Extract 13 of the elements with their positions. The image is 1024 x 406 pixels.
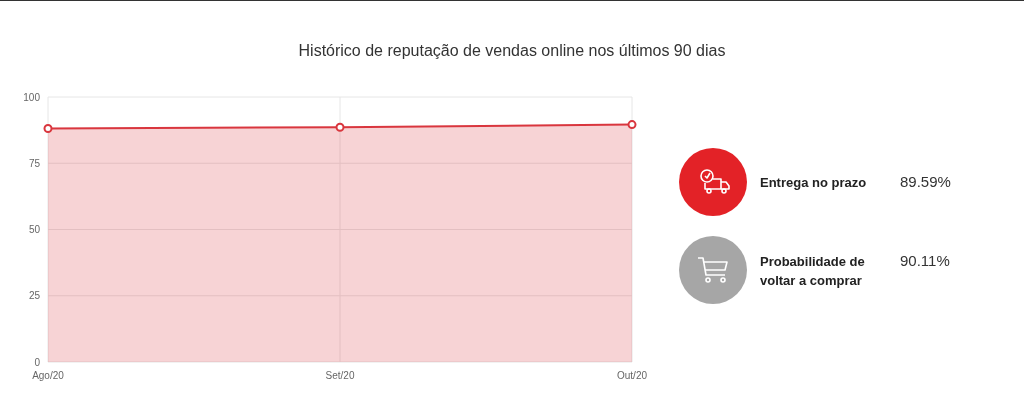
y-tick-label: 50 <box>28 224 41 235</box>
category-label: Entrega no prazo <box>760 174 867 190</box>
y-tick-label: 75 <box>28 157 41 169</box>
text: 90.11% <box>900 252 950 270</box>
chart-title: Histórico de reputação de vendas online nos últimos 90 dias <box>298 42 726 59</box>
x-tick-label: Ago/20 <box>32 370 65 381</box>
y-tick-label: 0 <box>34 356 41 368</box>
x-tick-label: Set/20 <box>325 370 355 381</box>
x-tick-label: Out/20 <box>616 370 648 381</box>
y-tick-label: 25 <box>28 290 41 302</box>
text: 89.59% <box>900 173 951 191</box>
category-label: Probabilidade de voltar a comprar <box>760 253 865 288</box>
y-tick-label: 100 <box>23 91 41 103</box>
